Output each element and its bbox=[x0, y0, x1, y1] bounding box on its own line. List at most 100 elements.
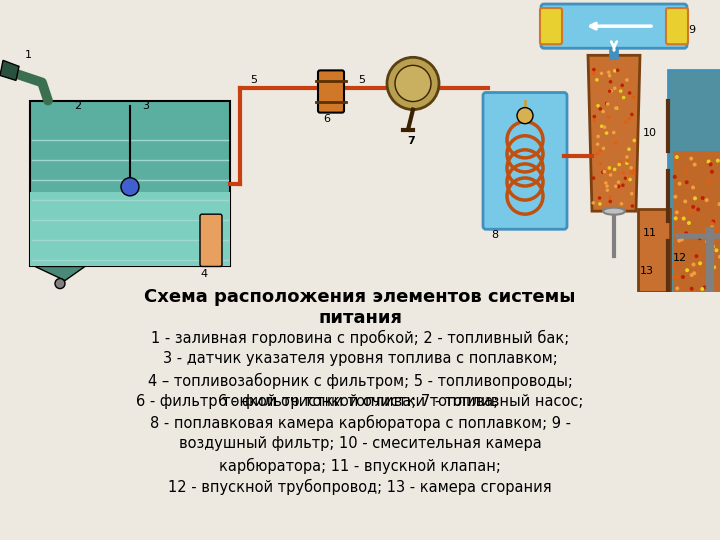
Text: 4 – топливозаборник с фильтром; 5 - топливопроводы;: 4 – топливозаборник с фильтром; 5 - топл… bbox=[148, 373, 572, 389]
Circle shape bbox=[672, 264, 676, 268]
Circle shape bbox=[703, 230, 707, 234]
Circle shape bbox=[718, 255, 720, 259]
FancyBboxPatch shape bbox=[200, 214, 222, 266]
Circle shape bbox=[592, 68, 595, 71]
Circle shape bbox=[625, 78, 629, 82]
Circle shape bbox=[714, 227, 719, 231]
Circle shape bbox=[628, 91, 631, 95]
Circle shape bbox=[711, 220, 715, 224]
Text: воздушный фильтр; 10 - смесительная камера: воздушный фильтр; 10 - смесительная каме… bbox=[179, 436, 541, 451]
Circle shape bbox=[598, 107, 602, 111]
Text: Схема расположения элементов системы: Схема расположения элементов системы bbox=[144, 288, 576, 306]
Circle shape bbox=[714, 248, 719, 252]
Circle shape bbox=[620, 202, 624, 206]
Circle shape bbox=[685, 268, 689, 272]
Circle shape bbox=[692, 271, 696, 275]
Circle shape bbox=[710, 170, 714, 174]
Circle shape bbox=[673, 195, 678, 199]
Circle shape bbox=[596, 134, 600, 138]
Circle shape bbox=[601, 110, 605, 113]
Circle shape bbox=[608, 90, 611, 93]
Circle shape bbox=[629, 171, 633, 174]
FancyBboxPatch shape bbox=[540, 8, 562, 44]
Circle shape bbox=[688, 210, 693, 213]
Circle shape bbox=[613, 86, 616, 90]
Circle shape bbox=[709, 264, 714, 267]
Circle shape bbox=[604, 181, 608, 185]
Text: 10: 10 bbox=[643, 128, 657, 138]
Circle shape bbox=[121, 178, 139, 196]
Text: 12 - впускной трубопровод; 13 - камера сгорания: 12 - впускной трубопровод; 13 - камера с… bbox=[168, 479, 552, 495]
Circle shape bbox=[680, 238, 684, 241]
Text: 2: 2 bbox=[74, 100, 81, 111]
Polygon shape bbox=[668, 70, 720, 292]
Circle shape bbox=[612, 131, 616, 134]
Circle shape bbox=[684, 231, 688, 235]
Text: 12: 12 bbox=[673, 253, 687, 264]
Ellipse shape bbox=[603, 208, 625, 215]
Text: 9: 9 bbox=[688, 25, 695, 35]
Circle shape bbox=[696, 207, 700, 212]
Circle shape bbox=[593, 118, 596, 122]
Circle shape bbox=[625, 161, 629, 165]
Circle shape bbox=[672, 275, 676, 279]
Circle shape bbox=[701, 287, 704, 291]
Circle shape bbox=[683, 199, 687, 204]
Circle shape bbox=[675, 215, 678, 219]
Circle shape bbox=[55, 279, 65, 288]
Circle shape bbox=[595, 152, 599, 156]
Circle shape bbox=[606, 184, 609, 188]
Circle shape bbox=[613, 69, 616, 73]
Circle shape bbox=[621, 184, 625, 187]
Circle shape bbox=[710, 225, 714, 229]
Circle shape bbox=[718, 202, 720, 206]
Circle shape bbox=[679, 211, 683, 215]
Circle shape bbox=[603, 170, 606, 173]
FancyBboxPatch shape bbox=[666, 8, 688, 44]
Circle shape bbox=[627, 117, 631, 120]
Circle shape bbox=[708, 269, 711, 273]
Circle shape bbox=[678, 181, 682, 186]
Circle shape bbox=[608, 80, 612, 84]
Circle shape bbox=[695, 254, 698, 258]
Circle shape bbox=[698, 236, 702, 240]
Circle shape bbox=[605, 102, 608, 105]
Circle shape bbox=[599, 161, 603, 165]
Circle shape bbox=[674, 217, 678, 220]
Polygon shape bbox=[588, 55, 640, 211]
Polygon shape bbox=[638, 209, 670, 292]
Text: 4: 4 bbox=[200, 268, 207, 279]
Circle shape bbox=[719, 245, 720, 249]
Circle shape bbox=[607, 71, 611, 74]
Circle shape bbox=[708, 261, 712, 265]
Circle shape bbox=[691, 185, 695, 190]
Circle shape bbox=[706, 280, 710, 284]
Circle shape bbox=[706, 159, 711, 164]
Circle shape bbox=[712, 265, 716, 269]
Circle shape bbox=[684, 168, 688, 173]
Circle shape bbox=[617, 185, 621, 188]
Circle shape bbox=[705, 240, 709, 244]
Text: карбюратора; 11 - впускной клапан;: карбюратора; 11 - впускной клапан; bbox=[219, 458, 501, 474]
Polygon shape bbox=[673, 151, 720, 292]
Circle shape bbox=[629, 166, 633, 170]
Circle shape bbox=[592, 177, 595, 180]
Circle shape bbox=[626, 159, 630, 163]
Circle shape bbox=[687, 221, 691, 225]
Circle shape bbox=[630, 192, 634, 195]
Circle shape bbox=[675, 286, 679, 291]
Text: 3: 3 bbox=[142, 100, 149, 111]
Circle shape bbox=[598, 202, 602, 206]
Circle shape bbox=[703, 286, 706, 289]
Circle shape bbox=[675, 275, 679, 279]
Circle shape bbox=[592, 201, 595, 205]
Circle shape bbox=[607, 170, 611, 174]
Circle shape bbox=[705, 198, 708, 202]
Circle shape bbox=[682, 217, 685, 220]
Circle shape bbox=[693, 197, 697, 200]
FancyBboxPatch shape bbox=[541, 4, 687, 48]
Circle shape bbox=[592, 72, 595, 75]
Text: 7: 7 bbox=[407, 136, 415, 146]
Polygon shape bbox=[0, 60, 19, 80]
Circle shape bbox=[613, 167, 616, 171]
